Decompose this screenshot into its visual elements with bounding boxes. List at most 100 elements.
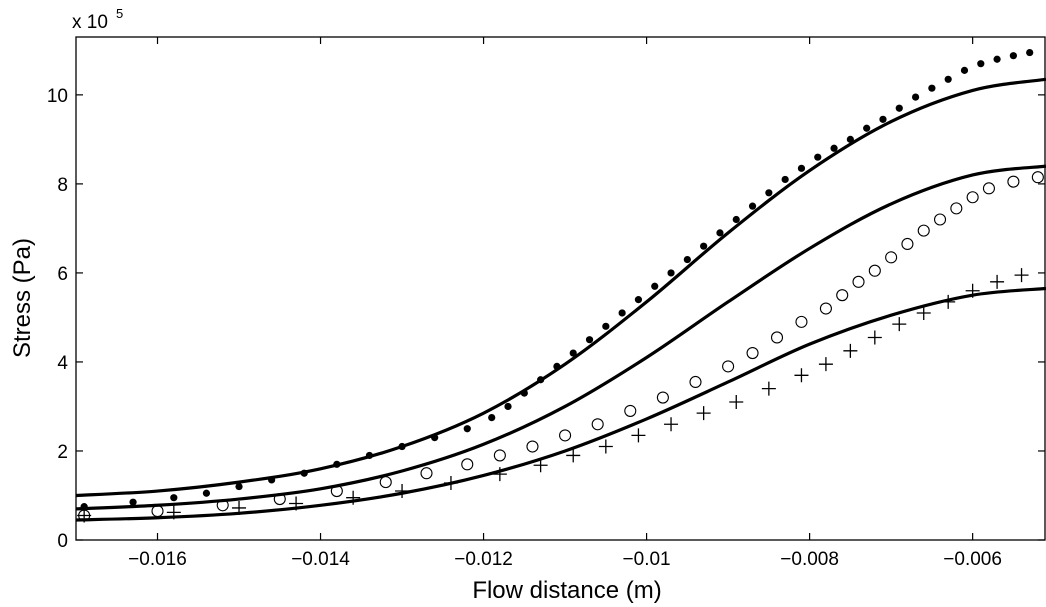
plus-point bbox=[794, 368, 809, 383]
open-circle-point bbox=[624, 404, 637, 417]
filled-circle-point bbox=[1009, 52, 1017, 60]
filled-circle-point bbox=[863, 124, 871, 132]
filled-circle-point bbox=[268, 476, 276, 484]
open-circle-point bbox=[1007, 175, 1020, 188]
open-circle-point bbox=[885, 251, 898, 264]
y-scale-base: x 10 bbox=[72, 12, 108, 33]
plus-point bbox=[941, 294, 956, 309]
filled-circle-point bbox=[960, 66, 969, 74]
open-circle-point bbox=[982, 182, 995, 195]
open-circle-point bbox=[559, 429, 572, 442]
open-circle-point bbox=[151, 505, 164, 518]
filled-circle-point bbox=[569, 349, 577, 357]
open-circle-point bbox=[689, 375, 702, 389]
plus-point bbox=[867, 330, 882, 345]
open-circle-point bbox=[526, 440, 539, 453]
filled-circle-point bbox=[520, 389, 528, 397]
filled-circle-point bbox=[765, 189, 773, 197]
axes-frame bbox=[75, 36, 1046, 541]
open-circle-point bbox=[819, 302, 832, 315]
filled-circle-point bbox=[667, 269, 675, 277]
filled-circle-point bbox=[129, 498, 137, 506]
plus-point bbox=[892, 317, 907, 332]
y-scale-exponent: 5 bbox=[116, 6, 123, 21]
filled-circle-point bbox=[553, 362, 561, 370]
open-circle-point bbox=[966, 191, 979, 204]
open-circle-point bbox=[933, 213, 947, 226]
open-circle-point bbox=[1031, 171, 1044, 184]
plus-point bbox=[1014, 268, 1029, 283]
open-circle-point bbox=[868, 264, 881, 277]
plus-point bbox=[492, 467, 507, 482]
plus-point bbox=[965, 283, 980, 298]
open-circle-point bbox=[950, 202, 963, 215]
open-circle-point bbox=[722, 360, 735, 373]
x-axis-title: Flow distance (m) bbox=[472, 577, 661, 604]
open-circle-point bbox=[273, 492, 286, 506]
open-circle-point bbox=[420, 467, 433, 480]
open-circle-point bbox=[656, 391, 669, 404]
filled-circle-point bbox=[300, 469, 308, 477]
model-curve-1 bbox=[75, 77, 1046, 498]
x-tick-label: −0.016 bbox=[128, 549, 187, 570]
filled-circle-point bbox=[585, 336, 594, 344]
ticks-layer: −0.016 −0.014 −0.012 −0.01 −0.008 −0.006 0 2 4 6 8… bbox=[47, 37, 1045, 570]
open-circle-point bbox=[746, 346, 759, 360]
x-tick-label: −0.014 bbox=[291, 549, 350, 570]
filled-circle-point bbox=[80, 503, 88, 511]
plus-point bbox=[395, 484, 410, 499]
plus-point bbox=[346, 490, 361, 505]
filled-circle-point bbox=[365, 451, 374, 460]
x-tick-label: −0.006 bbox=[943, 549, 1002, 570]
y-tick-label: 6 bbox=[57, 264, 68, 285]
model-curve-2 bbox=[75, 164, 1046, 511]
open-circle-point bbox=[795, 315, 808, 328]
open-circle-point bbox=[591, 418, 604, 431]
filled-circle-point bbox=[911, 93, 920, 101]
plus-point bbox=[631, 428, 646, 443]
open-circle-point bbox=[461, 458, 474, 471]
plus-point bbox=[77, 508, 92, 523]
open-circle-point bbox=[836, 289, 849, 302]
plus-point bbox=[818, 357, 833, 372]
filled-circle-point bbox=[830, 144, 838, 152]
plus-point bbox=[916, 305, 931, 320]
filled-circle-point bbox=[202, 489, 211, 497]
open-circle-point bbox=[330, 484, 343, 498]
filled-circle-point bbox=[895, 104, 903, 112]
plus-point bbox=[533, 458, 548, 473]
filled-circle-point bbox=[748, 202, 757, 210]
filled-circle-point bbox=[463, 425, 471, 433]
filled-circle-point bbox=[814, 153, 822, 161]
y-tick-label: 10 bbox=[47, 86, 68, 107]
filled-circle-point bbox=[170, 494, 178, 502]
plus-point bbox=[696, 406, 711, 421]
plus-point bbox=[443, 476, 458, 491]
plus-point bbox=[232, 500, 247, 515]
filled-circle-point bbox=[716, 229, 724, 237]
filled-circle-point bbox=[944, 75, 952, 83]
y-scale-factor-label: x 10 5 bbox=[72, 6, 123, 33]
filled-circle-point bbox=[504, 402, 512, 411]
filled-circle-point bbox=[431, 434, 439, 442]
filled-circle-point bbox=[977, 60, 985, 68]
filled-circle-point bbox=[488, 413, 496, 422]
open-circle-point bbox=[493, 449, 506, 462]
plus-point bbox=[598, 439, 613, 454]
y-axis-title: Stress (Pa) bbox=[9, 238, 36, 358]
filled-circle-point bbox=[333, 460, 341, 468]
y-tick-label: 2 bbox=[57, 442, 68, 463]
filled-circle-point bbox=[602, 322, 610, 330]
filled-circle-point bbox=[797, 164, 806, 172]
filled-circle-point bbox=[846, 135, 854, 143]
filled-circle-point bbox=[618, 309, 626, 317]
filled-circle-point bbox=[235, 482, 243, 491]
filled-circle-point bbox=[993, 55, 1001, 63]
x-tick-label: −0.008 bbox=[780, 549, 839, 570]
filled-circle-point bbox=[879, 115, 887, 123]
plus-point bbox=[761, 381, 776, 396]
x-tick-label: −0.012 bbox=[454, 549, 513, 570]
filled-circle-point bbox=[651, 282, 659, 290]
x-tick-label: −0.01 bbox=[623, 549, 671, 570]
